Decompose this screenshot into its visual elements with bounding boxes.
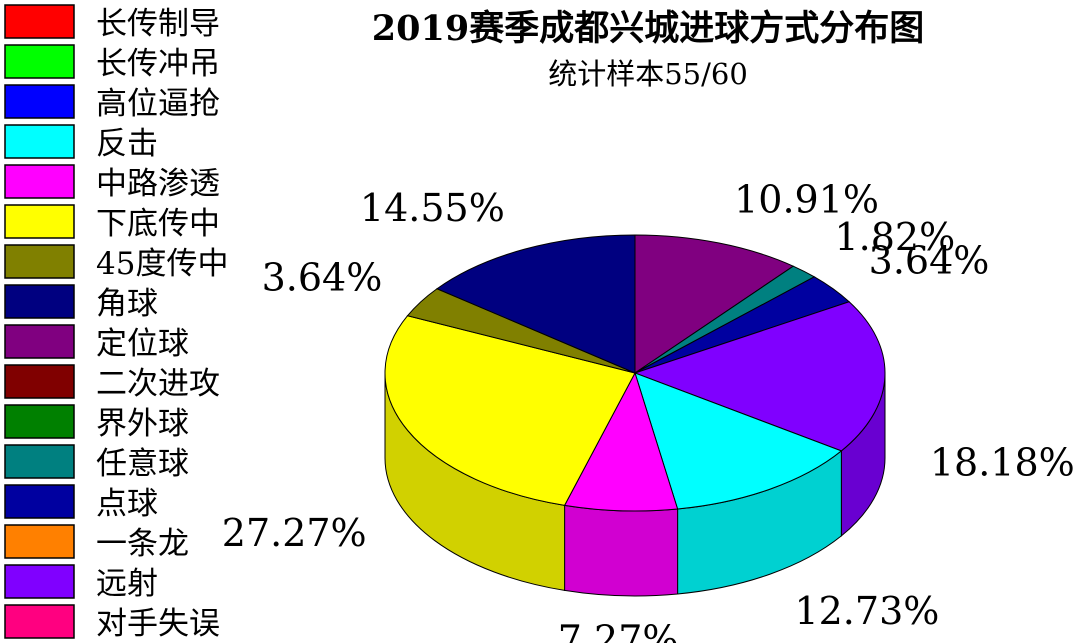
legend-label: 长传制导 <box>96 6 220 42</box>
slice-label: 1.82% <box>834 215 955 259</box>
pie-labels: 10.91%1.82%3.64%18.18%12.73%7.27%27.27%3… <box>222 178 1075 643</box>
legend-label: 角球 <box>96 286 158 322</box>
legend-label: 定位球 <box>96 326 189 362</box>
pie-slice-item-5 <box>563 371 679 512</box>
slice-label: 12.73% <box>794 589 939 633</box>
legend-swatch <box>4 204 75 239</box>
legend-label: 对手失误 <box>96 606 220 642</box>
legend-label: 点球 <box>96 486 158 522</box>
legend-swatch <box>4 284 75 319</box>
legend-label: 二次进攻 <box>96 366 220 402</box>
slice-label: 3.64% <box>262 256 383 300</box>
legend-label: 界外球 <box>96 406 189 442</box>
legend-swatch <box>4 524 75 559</box>
legend-label: 高位逼抢 <box>96 86 220 122</box>
legend-label: 任意球 <box>96 446 189 482</box>
legend-swatch <box>4 404 75 439</box>
slice-label: 14.55% <box>360 186 505 230</box>
legend-swatch <box>4 124 75 159</box>
legend-label: 45度传中 <box>96 246 228 282</box>
legend-swatch <box>4 44 75 79</box>
pie-slice-item-8 <box>435 234 636 374</box>
legend-swatch <box>4 444 75 479</box>
slice-label: 7.27% <box>558 618 679 643</box>
legend-label: 长传冲吊 <box>96 46 220 82</box>
slice-label: 3.64% <box>869 238 990 282</box>
legend-label: 远射 <box>96 566 158 602</box>
pie-side-item-5 <box>564 504 679 597</box>
slice-label: 18.18% <box>930 440 1075 484</box>
legend-label: 反击 <box>96 126 158 162</box>
legend-label: 中路渗透 <box>96 166 220 202</box>
slice-label: 10.91% <box>734 178 879 222</box>
legend-swatch <box>4 244 75 279</box>
pie-slice-item-0 <box>634 234 795 374</box>
slice-label: 27.27% <box>222 511 367 555</box>
legend-swatch <box>4 4 75 39</box>
pie-sides <box>384 372 886 597</box>
chart-subtitle: 统计样本55/60 <box>548 57 748 91</box>
legend-swatch <box>4 604 75 639</box>
pie-slice-item-3 <box>633 301 886 452</box>
legend-label: 一条龙 <box>96 526 189 562</box>
legend-swatch <box>4 564 75 599</box>
pie-slice-item-4 <box>634 372 843 510</box>
legend-swatch <box>4 364 75 399</box>
legend-label: 下底传中 <box>96 206 220 242</box>
legend-swatch <box>4 324 75 359</box>
pie-top <box>384 234 886 512</box>
legend-swatch <box>4 484 75 519</box>
pie-slice-item-6 <box>384 315 636 506</box>
legend-swatch <box>4 84 75 119</box>
chart-title: 2019赛季成都兴城进球方式分布图 <box>372 8 924 49</box>
legend-swatch <box>4 164 75 199</box>
